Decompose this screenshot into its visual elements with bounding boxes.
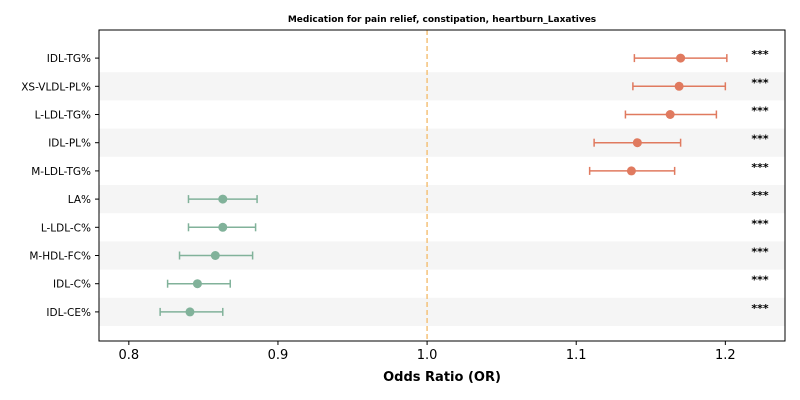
- y-tick-label: IDL-PL%: [48, 138, 91, 150]
- x-tick-label: 0.9: [268, 348, 289, 363]
- x-tick-label: 1.1: [566, 348, 587, 363]
- x-tick-label: 0.8: [118, 348, 139, 363]
- row-stripe: [99, 128, 785, 157]
- x-tick-label: 1.2: [715, 348, 736, 363]
- y-tick-label: IDL-TG%: [47, 53, 91, 65]
- forest-row: [593, 138, 682, 148]
- or-point: [676, 53, 686, 63]
- y-tick-label: IDL-C%: [53, 279, 91, 291]
- y-tick-label: M-HDL-FC%: [29, 251, 91, 263]
- or-point: [626, 166, 636, 176]
- or-point: [665, 110, 675, 119]
- significance-label: ***: [751, 105, 769, 118]
- x-tick-label: 1.0: [417, 348, 438, 363]
- significance-label: ***: [751, 133, 769, 146]
- chart-title: Medication for pain relief, constipation…: [288, 15, 596, 25]
- significance-label: ***: [751, 274, 769, 287]
- or-point: [185, 307, 195, 317]
- significance-label: ***: [751, 302, 769, 315]
- forest-row: [632, 81, 727, 91]
- forest-row: [187, 194, 258, 204]
- y-tick-label: LA%: [68, 194, 91, 206]
- or-point: [632, 138, 642, 148]
- x-axis-label: Odds Ratio (OR): [383, 370, 501, 385]
- plot-frame: [98, 29, 786, 342]
- or-point: [218, 222, 228, 232]
- y-tick-label: IDL-CE%: [46, 307, 91, 319]
- y-tick-label: L-LDL-TG%: [35, 110, 91, 122]
- forest-row: [159, 307, 224, 317]
- significance-label: ***: [751, 189, 769, 202]
- or-point: [192, 279, 202, 289]
- or-point: [210, 251, 220, 260]
- forest-row: [588, 166, 676, 176]
- forest-row: [624, 110, 718, 119]
- y-tick-label: M-LDL-TG%: [31, 166, 91, 178]
- significance-label: ***: [751, 161, 769, 174]
- error-bars: [159, 53, 728, 317]
- forest-row: [633, 53, 728, 63]
- significance-labels: *** *** *** *** *** *** *** *** *** ***: [751, 48, 769, 315]
- significance-label: ***: [751, 217, 769, 230]
- y-tick-label: L-LDL-C%: [41, 222, 91, 234]
- significance-label: ***: [751, 246, 769, 259]
- y-axis-labels: IDL-TG% XS-VLDL-PL% L-LDL-TG% IDL-PL% M-LDL-…: [21, 53, 99, 319]
- y-tick-label: XS-VLDL-PL%: [21, 81, 91, 93]
- or-point: [674, 81, 684, 91]
- forest-row: [187, 222, 257, 232]
- significance-label: ***: [751, 76, 769, 89]
- forest-row: [178, 251, 254, 260]
- or-point: [218, 194, 228, 204]
- significance-label: ***: [751, 48, 769, 61]
- x-axis: 0.8 0.9 1.0 1.1 1.2: [118, 341, 736, 363]
- forest-row: [166, 279, 231, 289]
